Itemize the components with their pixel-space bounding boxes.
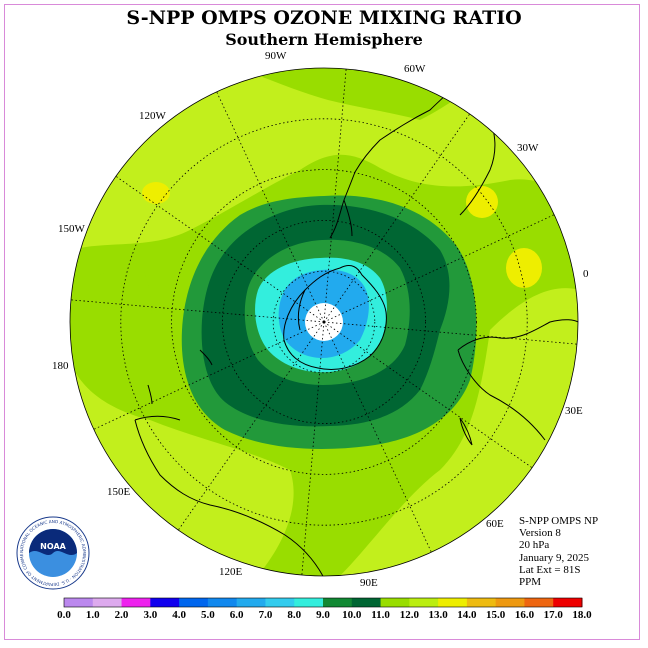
coast-new-zealand xyxy=(147,349,213,405)
colorbar-tick-label: 12.0 xyxy=(400,609,420,621)
colorbar-tick-label: 16.0 xyxy=(515,609,535,621)
colorbar-cell xyxy=(179,598,209,607)
logo-text: NOAA xyxy=(40,542,66,551)
band-11-12-left xyxy=(70,262,152,333)
colorbar-cell xyxy=(409,598,439,607)
lon-label-90e: 90E xyxy=(360,577,378,589)
colorbar-tick-label: 11.0 xyxy=(371,609,390,621)
colorbar-cell xyxy=(64,598,94,607)
latitude-circle xyxy=(171,169,477,475)
coast-africa xyxy=(457,319,578,441)
colorbar-cell xyxy=(466,598,497,607)
colorbar-tick-label: 3.0 xyxy=(143,609,157,621)
page-title: S-NPP OMPS OZONE MIXING RATIO xyxy=(126,7,522,29)
lon-label-120e: 120E xyxy=(219,566,243,578)
colorbar-tick-label: 9.0 xyxy=(316,609,330,621)
colorbar-tick-label: 2.0 xyxy=(115,609,129,621)
lon-label-150e: 150E xyxy=(107,486,131,498)
colorbar-cell xyxy=(524,598,554,607)
info-block: S-NPP OMPS NP Version 8 20 hPa January 9… xyxy=(519,515,598,588)
info-date: January 9, 2025 xyxy=(519,551,589,564)
lon-label-120w: 120W xyxy=(139,110,166,122)
noaa-logo: NATIONAL OCEANIC AND ATMOSPHERIC ADMINIS… xyxy=(16,516,90,590)
colorbar-border xyxy=(63,597,583,608)
colorbar-tick-label: 0.0 xyxy=(57,609,71,621)
colorbar-cell xyxy=(380,598,410,607)
colorbar-tick-label: 7.0 xyxy=(259,609,273,621)
coast-australia xyxy=(134,415,326,576)
info-pressure: 20 hPa xyxy=(519,539,550,552)
colorbar-tick-label: 18.0 xyxy=(572,609,592,621)
colorbar-cell xyxy=(150,598,180,607)
info-version: Version 8 xyxy=(519,527,561,540)
colorbar-cell xyxy=(294,598,324,607)
colorbar-tick-label: 15.0 xyxy=(486,609,506,621)
colorbar-cell xyxy=(92,598,123,607)
lon-label-0: 0 xyxy=(583,268,589,280)
lon-label-90w: 90W xyxy=(265,50,287,62)
colorbar-tick-label: 14.0 xyxy=(457,609,477,621)
lon-label-30e: 30E xyxy=(565,405,583,417)
coastlines xyxy=(134,81,578,576)
colorbar-tick-label: 8.0 xyxy=(287,609,301,621)
colorbar-tick-label: 10.0 xyxy=(342,609,362,621)
colorbar-cell xyxy=(495,598,525,607)
yellow-spot-west xyxy=(142,182,170,204)
page-subtitle: Southern Hemisphere xyxy=(225,30,423,49)
colorbar-tick-label: 13.0 xyxy=(428,609,448,621)
graticule xyxy=(70,68,578,576)
colorbar-tick-label: 17.0 xyxy=(544,609,564,621)
colorbar-cell xyxy=(323,598,353,607)
page-frame xyxy=(4,4,640,640)
lon-label-150w: 150W xyxy=(58,223,85,235)
colorbar-tick-label: 4.0 xyxy=(172,609,186,621)
info-lat-ext: Lat Ext = 81S xyxy=(519,563,581,576)
colorbar-cell xyxy=(553,598,583,607)
map-border xyxy=(69,67,579,577)
colorbar-cell xyxy=(438,598,468,607)
latitude-circle xyxy=(221,219,426,424)
colorbar-cell xyxy=(121,598,151,607)
info-instrument: S-NPP OMPS NP xyxy=(519,515,599,527)
colorbar-cell xyxy=(207,598,238,607)
info-units: PPM xyxy=(519,576,542,589)
latitude-circle xyxy=(120,118,528,526)
colorbar-cell xyxy=(236,598,266,607)
colorbar-cell xyxy=(265,598,295,607)
yellow-spot-east xyxy=(466,186,498,218)
colorbar-tick-label: 1.0 xyxy=(86,609,100,621)
colorbar-cell xyxy=(351,598,382,607)
colorbar-tick-label: 6.0 xyxy=(230,609,244,621)
colorbar-tick-label: 5.0 xyxy=(201,609,215,621)
lon-label-30w: 30W xyxy=(517,142,539,154)
lon-label-180: 180 xyxy=(52,360,69,372)
lon-label-60e: 60E xyxy=(486,518,504,530)
coast-antarctica xyxy=(283,265,387,370)
lon-label-60w: 60W xyxy=(404,63,426,75)
latitude-circle xyxy=(272,270,376,374)
yellow-spot-far-east xyxy=(506,248,542,288)
coast-madagascar xyxy=(459,417,473,446)
